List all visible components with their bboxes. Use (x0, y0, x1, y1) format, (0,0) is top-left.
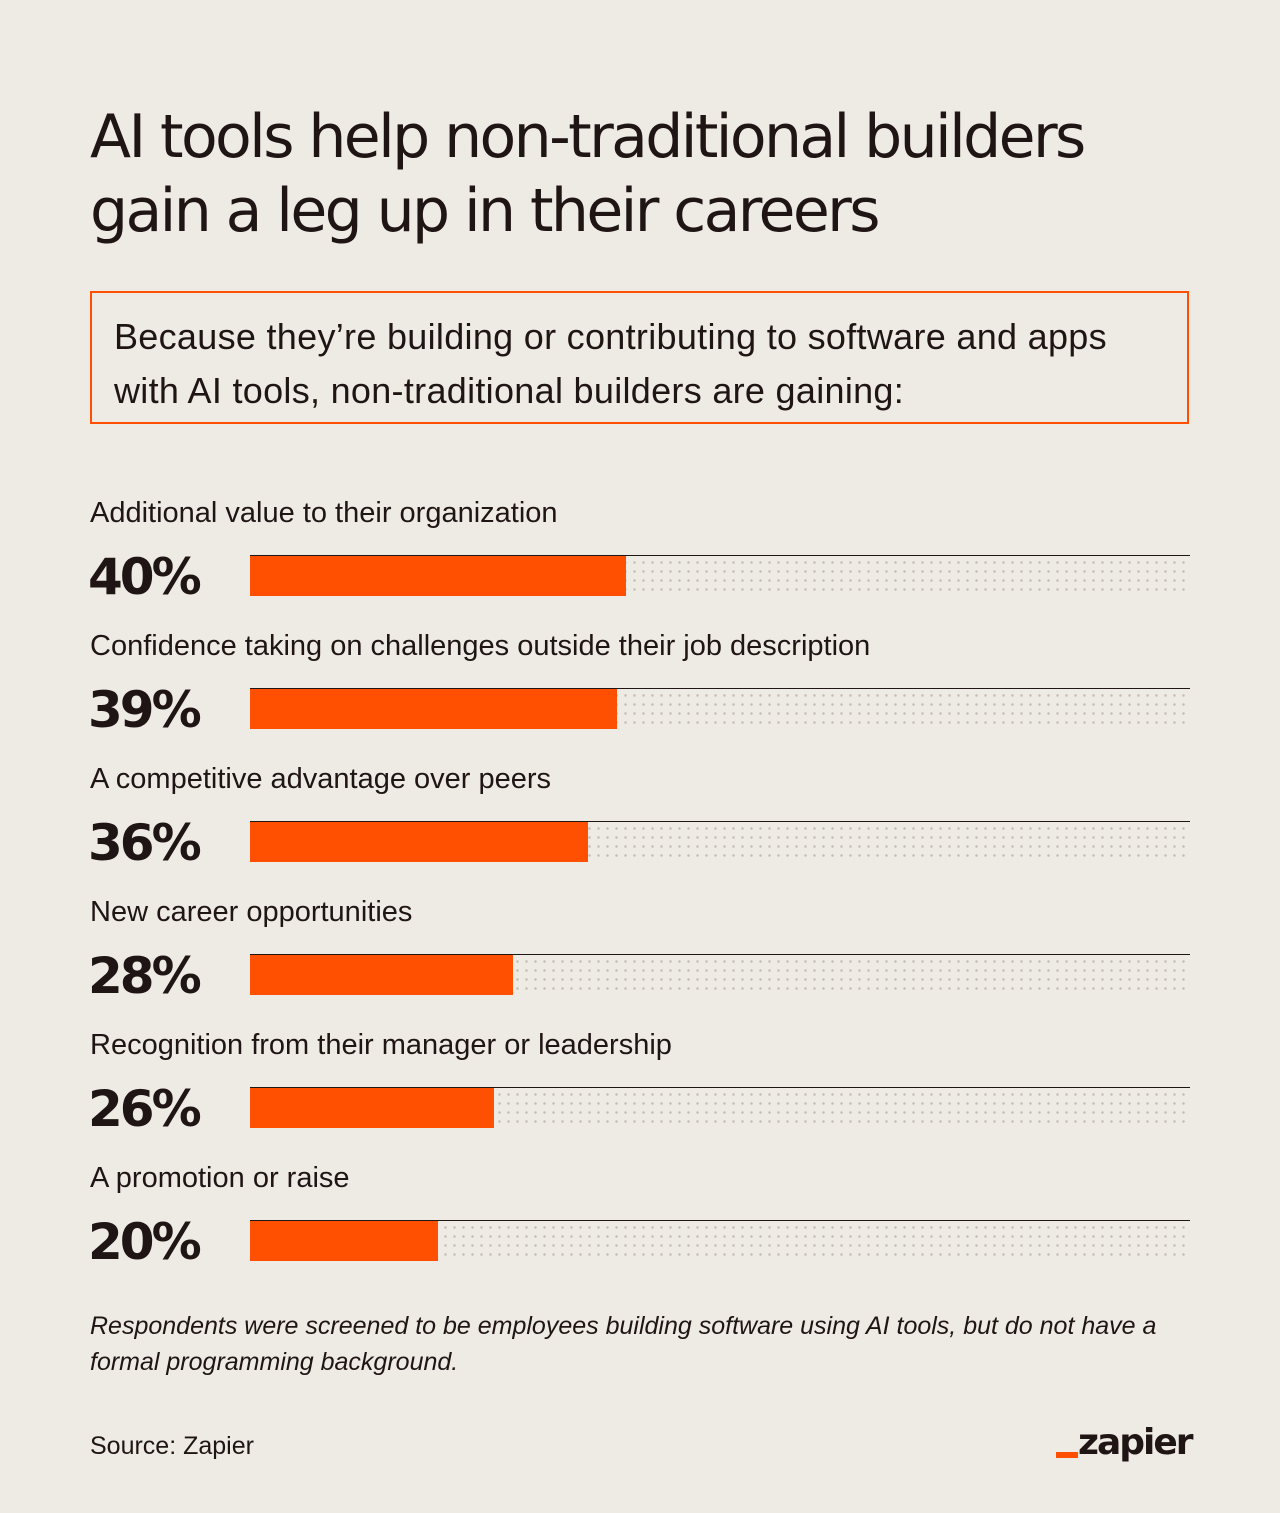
bar-track (250, 1220, 1190, 1261)
logo-accent-bar (1056, 1452, 1078, 1458)
bar (250, 689, 617, 729)
chart-title: AI tools help non-traditional builders g… (90, 102, 1086, 246)
source-text: Source: Zapier (90, 1432, 254, 1460)
bar (250, 822, 588, 862)
bar-data-label: 36% (88, 814, 202, 872)
bar-data-label: 26% (88, 1080, 202, 1138)
bar-data-label: 20% (88, 1213, 202, 1271)
bar-data-label: 28% (88, 947, 202, 1005)
bar-category-label: A competitive advantage over peers (90, 763, 552, 795)
bar-data-label: 40% (88, 548, 202, 606)
bar-category-label: Additional value to their organization (90, 497, 558, 529)
bar (250, 1088, 494, 1128)
bar-track (250, 1087, 1190, 1128)
bar-category-label: A promotion or raise (90, 1162, 350, 1194)
bar-category-label: New career opportunities (90, 896, 413, 928)
logo-wordmark: zapier (1078, 1422, 1194, 1463)
bar-track (250, 688, 1190, 729)
bar (250, 1221, 438, 1261)
bar-category-label: Recognition from their manager or leader… (90, 1029, 672, 1061)
bar-category-label: Confidence taking on challenges outside … (90, 630, 871, 662)
bar (250, 556, 626, 596)
bar (250, 955, 513, 995)
bar-track (250, 555, 1190, 596)
bar-data-label: 39% (88, 681, 202, 739)
bar-track (250, 954, 1190, 995)
bar-track (250, 821, 1190, 862)
footnote: Respondents were screened to be employee… (90, 1312, 1157, 1376)
zapier-logo: zapier (1054, 1421, 1194, 1471)
callout-box: Because they’re building or contributing… (90, 291, 1189, 424)
